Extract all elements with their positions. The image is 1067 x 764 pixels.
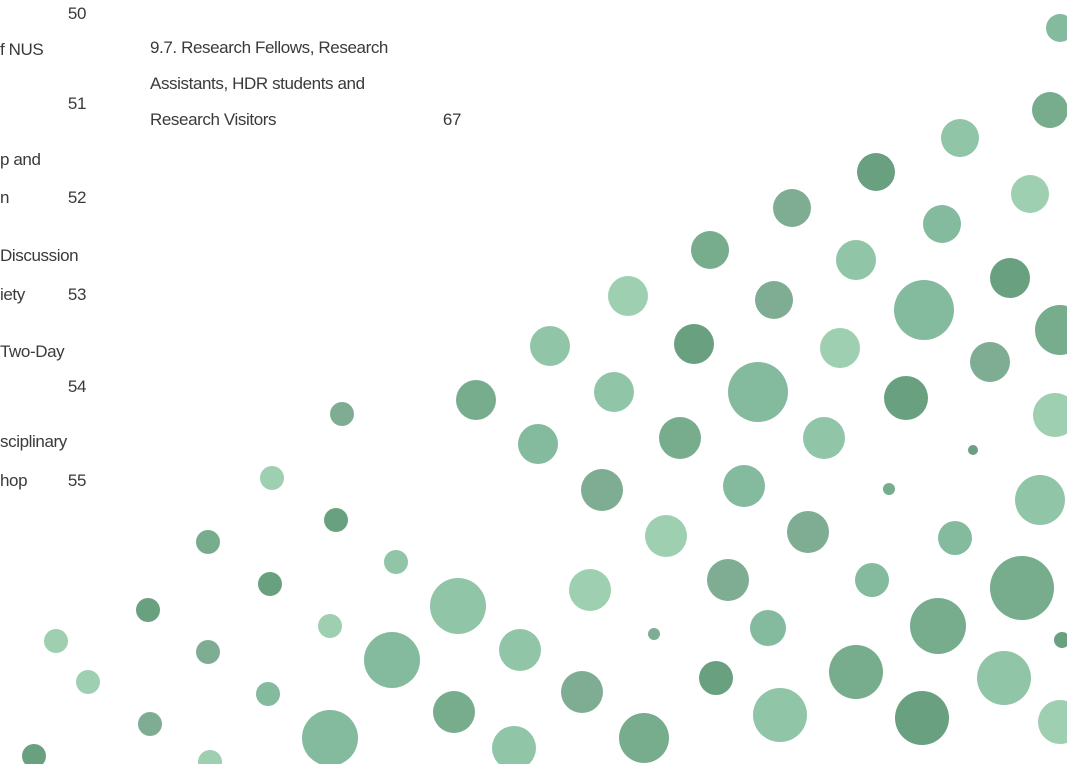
decor-dot (829, 645, 883, 699)
decor-dot (938, 521, 972, 555)
decor-dot (302, 710, 358, 764)
decor-dot (645, 515, 687, 557)
decor-dot (594, 372, 634, 412)
page-number: 50 (40, 4, 86, 24)
decor-dot (530, 326, 570, 366)
page-number: 55 (40, 471, 86, 491)
decor-dot (44, 629, 68, 653)
decor-dot (258, 572, 282, 596)
decor-dot (923, 205, 961, 243)
decor-dot (728, 362, 788, 422)
page-number: 52 (40, 188, 86, 208)
decor-dot (990, 258, 1030, 298)
decor-dot (619, 713, 669, 763)
decor-dot (499, 629, 541, 671)
decor-dot (648, 628, 660, 640)
decor-dot (330, 402, 354, 426)
decor-dot (196, 640, 220, 664)
decor-dot (518, 424, 558, 464)
decor-dot (384, 550, 408, 574)
decor-dot (318, 614, 342, 638)
decor-dot (561, 671, 603, 713)
decor-dot (970, 342, 1010, 382)
decor-dot (773, 189, 811, 227)
decor-dot (895, 691, 949, 745)
decor-dot (22, 744, 46, 764)
decor-dot (76, 670, 100, 694)
decor-dot (723, 465, 765, 507)
decor-dot (884, 376, 928, 420)
decor-dot (136, 598, 160, 622)
entry-text: Assistants, HDR students and (150, 74, 365, 94)
decor-dot (803, 417, 845, 459)
decor-dot (430, 578, 486, 634)
entry-text: iety (0, 285, 25, 305)
decor-dot (364, 632, 420, 688)
decor-dot (256, 682, 280, 706)
decor-dot (581, 469, 623, 511)
decor-dot (492, 726, 536, 764)
decor-dot (1038, 700, 1067, 744)
entry-text: f NUS (0, 40, 43, 60)
decor-dot (894, 280, 954, 340)
entry-text: sciplinary (0, 432, 67, 452)
decor-dot (1033, 393, 1067, 437)
decor-dot (433, 691, 475, 733)
decor-dot (691, 231, 729, 269)
decor-dot (820, 328, 860, 368)
decor-dot (753, 688, 807, 742)
page-number: 51 (40, 94, 86, 114)
decor-dot (855, 563, 889, 597)
page: 50 f NUS 51 p and n 52 Discussion iety 5… (0, 0, 1067, 764)
decor-dot (608, 276, 648, 316)
decor-dot (674, 324, 714, 364)
decor-dot (750, 610, 786, 646)
decor-dot (198, 750, 222, 764)
page-number: 53 (40, 285, 86, 305)
decor-dot (941, 119, 979, 157)
decor-dot (260, 466, 284, 490)
decor-dot (968, 445, 978, 455)
entry-text: p and (0, 150, 41, 170)
decor-dot (1011, 175, 1049, 213)
decor-dot (787, 511, 829, 553)
decor-dot (569, 569, 611, 611)
page-number: 67 (410, 110, 461, 130)
entry-text: Discussion (0, 246, 78, 266)
decor-dot (456, 380, 496, 420)
decor-dot (857, 153, 895, 191)
decor-dot (138, 712, 162, 736)
decor-dot (1046, 14, 1067, 42)
decor-dot (910, 598, 966, 654)
decor-dot (977, 651, 1031, 705)
decor-dot (659, 417, 701, 459)
decor-dot (836, 240, 876, 280)
decor-dot (883, 483, 895, 495)
decor-dot (1054, 632, 1067, 648)
decor-dot (1032, 92, 1067, 128)
decor-dot (1015, 475, 1065, 525)
decor-dot (1035, 305, 1067, 355)
decor-dot (699, 661, 733, 695)
entry-text: Research Visitors (150, 110, 276, 130)
page-number: 54 (40, 377, 86, 397)
decor-dot (324, 508, 348, 532)
decor-dot (196, 530, 220, 554)
entry-text: 9.7. Research Fellows, Research (150, 38, 388, 58)
decor-dot (755, 281, 793, 319)
entry-text: Two-Day (0, 342, 64, 362)
decor-dot (707, 559, 749, 601)
entry-text: n (0, 188, 9, 208)
decor-dot (990, 556, 1054, 620)
entry-text: hop (0, 471, 27, 491)
